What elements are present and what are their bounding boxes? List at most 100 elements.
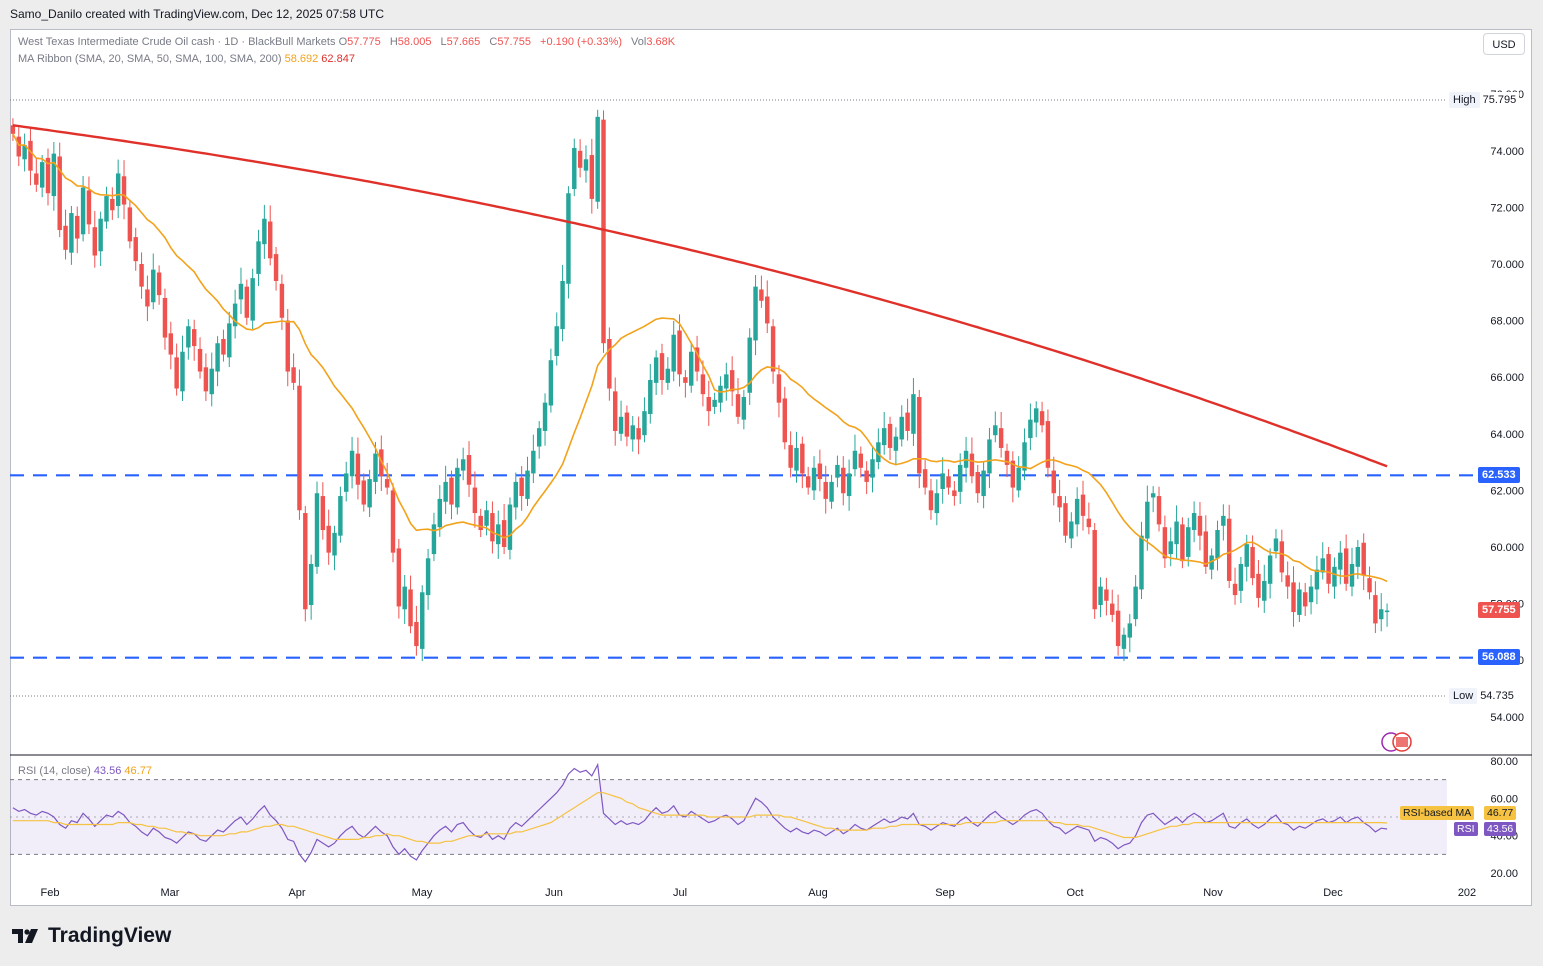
candle-body: [390, 490, 396, 553]
rsi-y-tick-label: 60.00: [1490, 793, 1518, 805]
candle-body: [601, 119, 606, 344]
x-tick-label: Aug: [808, 887, 828, 899]
sma20-line: [12, 133, 1388, 583]
candle-body: [612, 391, 618, 431]
candle-body: [349, 450, 355, 477]
candle-body: [203, 367, 209, 392]
candle-body: [531, 450, 536, 474]
candle-body: [1273, 538, 1279, 552]
candle-body: [1338, 552, 1343, 570]
candle-body: [338, 496, 343, 536]
candle-body: [846, 473, 852, 497]
candle-body: [800, 443, 805, 474]
candle-body: [946, 476, 951, 488]
candle-body: [993, 425, 998, 436]
candle-body: [618, 416, 624, 434]
candle-body: [308, 563, 314, 606]
candle-body: [1367, 578, 1372, 593]
candle-body: [1291, 582, 1296, 613]
currency-button[interactable]: USD: [1483, 33, 1525, 55]
close-value: 57.755: [497, 36, 531, 48]
high-label: H: [389, 36, 398, 48]
candle-body: [858, 453, 864, 468]
candle-body: [1016, 467, 1021, 491]
low-value: 57.665: [446, 36, 481, 48]
candle-body: [437, 498, 443, 528]
candle-body: [384, 479, 390, 488]
candle-body: [957, 464, 963, 492]
high-marker-label: High: [1449, 92, 1480, 108]
rsi-tag-label: RSI: [1454, 822, 1478, 836]
candle-body: [443, 481, 448, 502]
candle-body: [648, 380, 653, 414]
candle-body: [870, 459, 875, 478]
rsi-ma-tag-label: RSI-based MA: [1400, 806, 1475, 820]
candle-body: [1384, 610, 1390, 613]
candle-body: [162, 297, 168, 338]
candle-body: [34, 173, 39, 185]
candle-body: [92, 227, 98, 256]
close-label: C: [489, 36, 498, 48]
candle-body: [484, 510, 489, 526]
candle-body: [1250, 547, 1255, 579]
candle-body: [735, 394, 741, 417]
candle-body: [940, 473, 945, 489]
candle-body: [303, 513, 308, 610]
sma20-value: 58.692: [284, 53, 319, 65]
candle-body: [1133, 586, 1138, 620]
candle-body: [519, 477, 524, 497]
us-flag-icon-stripes: [1396, 737, 1408, 747]
candle-body: [332, 532, 337, 556]
candle-body: [197, 348, 203, 372]
candle-body: [1074, 498, 1080, 525]
rsi-tag-value: 43.56: [1484, 822, 1517, 836]
candle-body: [1203, 531, 1209, 567]
candle-body: [536, 428, 542, 447]
candle-body: [765, 296, 770, 324]
rsi-ma-line: [12, 792, 1388, 844]
candle-body: [1256, 573, 1261, 598]
candle-body: [244, 286, 250, 318]
candle-body: [835, 464, 840, 478]
x-tick-label: Dec: [1323, 887, 1343, 899]
candle-body: [1326, 554, 1331, 584]
symbol-title[interactable]: West Texas Intermediate Crude Oil cash ·…: [18, 36, 336, 48]
high-value: 58.005: [397, 36, 432, 48]
candle-body: [560, 280, 565, 330]
candle-body: [1063, 503, 1068, 536]
candle-body: [174, 357, 179, 389]
y-tick-label: 54.000: [1490, 712, 1524, 724]
candle-body: [22, 145, 27, 160]
candle-body: [414, 621, 419, 647]
candle-body: [297, 385, 302, 511]
candle-body: [881, 428, 887, 446]
candle-body: [595, 116, 600, 202]
candle-body: [396, 548, 402, 607]
candle-body: [876, 442, 881, 463]
rsi-title[interactable]: RSI (14, close): [18, 765, 91, 777]
candle-body: [1045, 421, 1051, 468]
candle-body: [671, 334, 676, 372]
candle-body: [1115, 610, 1121, 647]
brand-name: TradingView: [48, 924, 172, 947]
candle-body: [1010, 460, 1016, 488]
low-marker: Low 54.735: [1449, 688, 1517, 704]
candle-body: [729, 370, 735, 392]
candle-body: [63, 225, 68, 250]
candle-body: [776, 374, 782, 403]
candle-body: [823, 481, 828, 499]
candle-body: [10, 125, 16, 134]
y-tick-label: 70.000: [1490, 259, 1524, 271]
candle-body: [700, 374, 706, 395]
chart-credit: Samo_Danilo created with TradingView.com…: [10, 7, 384, 21]
ma-ribbon-title[interactable]: MA Ribbon (SMA, 20, SMA, 50, SMA, 100, S…: [18, 53, 282, 65]
candle-body: [1320, 558, 1325, 573]
candle-body: [829, 481, 834, 502]
candle-body: [1262, 580, 1267, 601]
low-marker-value: 54.735: [1477, 688, 1517, 704]
tradingview-logo-icon: [12, 929, 38, 943]
candle-body: [934, 493, 940, 514]
candle-body: [689, 351, 694, 386]
candle-body: [115, 173, 121, 206]
